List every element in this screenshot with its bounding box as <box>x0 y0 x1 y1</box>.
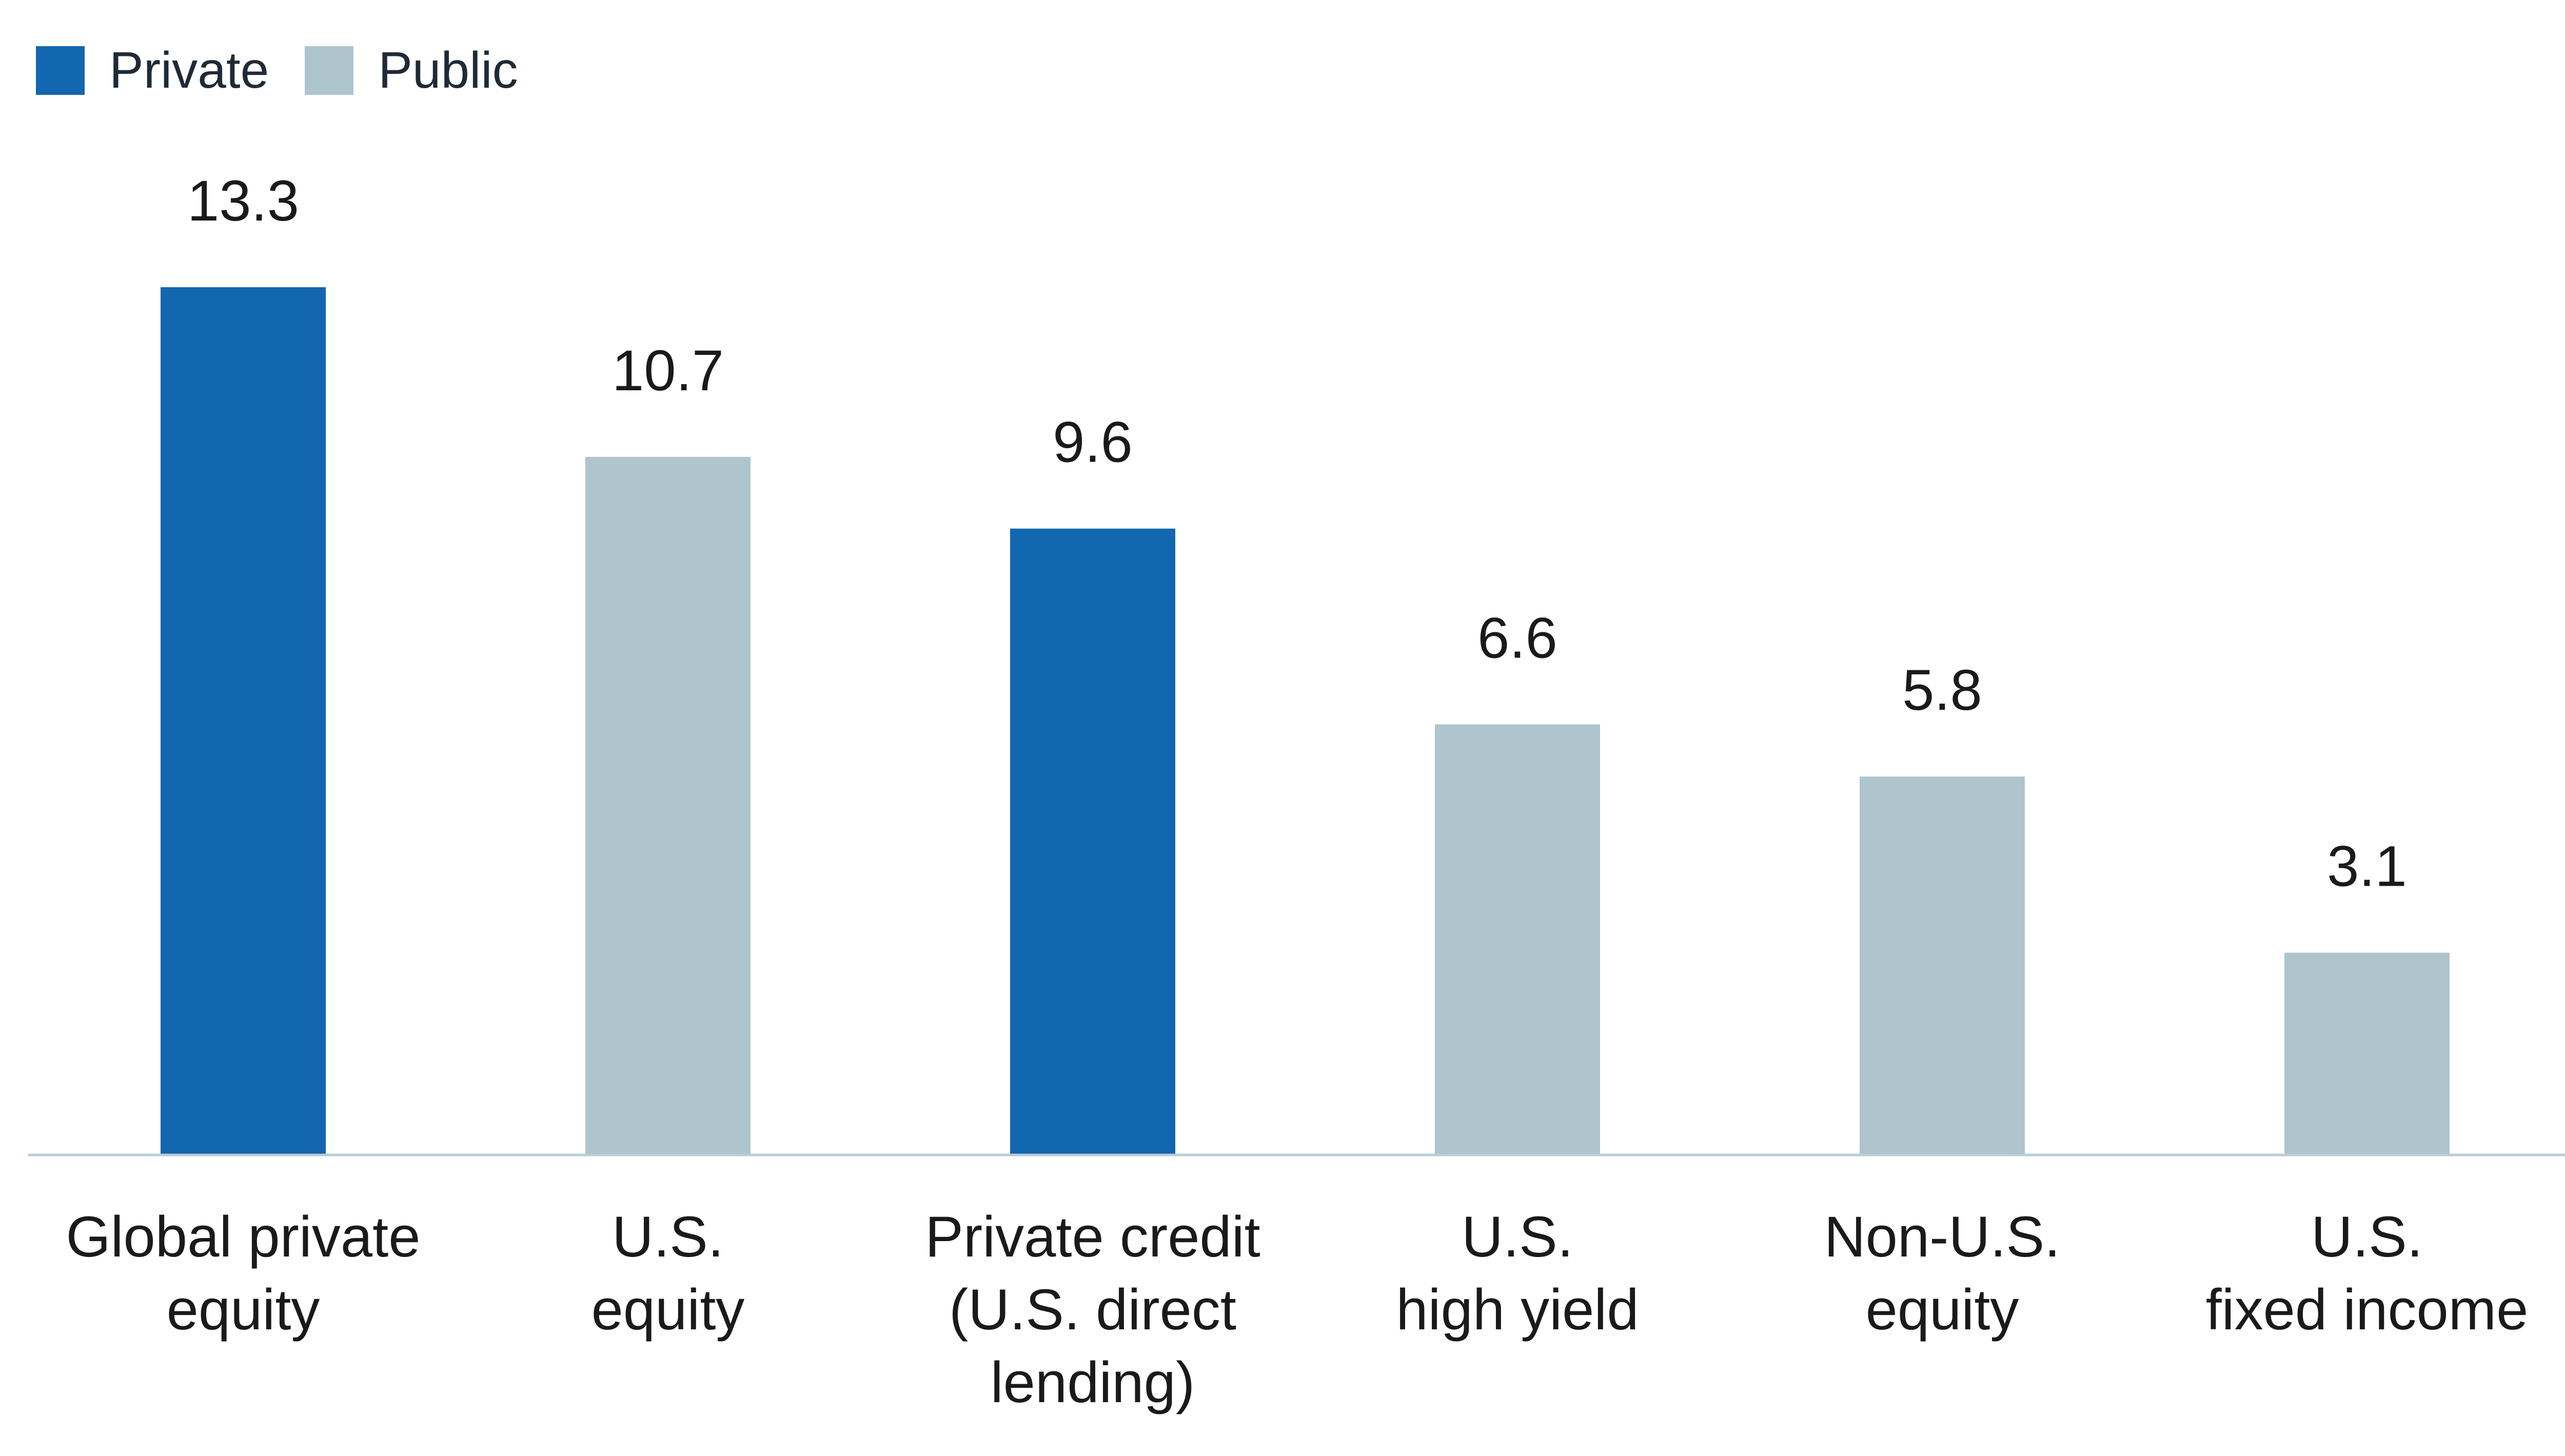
legend-item-public: Public <box>305 41 518 100</box>
value-label-0: 13.3 <box>187 169 299 233</box>
category-label-2: Private credit (U.S. direct lending) <box>925 1205 1260 1414</box>
legend-swatch-private <box>36 46 85 95</box>
category-label-3: U.S. high yield <box>1396 1205 1639 1342</box>
bar-0 <box>161 287 326 1155</box>
value-label-2: 9.6 <box>1053 410 1133 474</box>
bar-5 <box>2284 952 2450 1155</box>
bar-1 <box>585 456 751 1155</box>
category-label-1: U.S. equity <box>591 1205 745 1342</box>
value-label-4: 5.8 <box>1902 658 1982 722</box>
category-label-0: Global private equity <box>66 1205 420 1342</box>
category-label-5: U.S. fixed income <box>2206 1205 2529 1342</box>
bar-2 <box>1010 528 1175 1155</box>
legend-swatch-public <box>305 46 354 95</box>
value-label-3: 6.6 <box>1477 606 1557 670</box>
value-label-5: 3.1 <box>2327 834 2407 899</box>
value-label-1: 10.7 <box>612 338 724 403</box>
legend: Private Public <box>36 41 554 100</box>
bar-3 <box>1435 724 1600 1155</box>
category-label-4: Non-U.S. equity <box>1824 1205 2061 1342</box>
legend-item-private: Private <box>36 41 269 100</box>
legend-label-private: Private <box>109 42 269 99</box>
bar-4 <box>1860 776 2025 1155</box>
legend-label-public: Public <box>378 42 518 99</box>
